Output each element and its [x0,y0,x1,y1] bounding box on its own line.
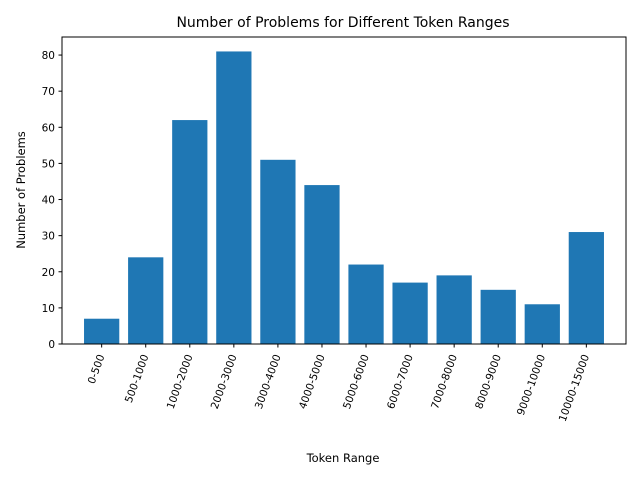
x-tick-label: 0-500 [86,353,108,386]
y-tick-label: 50 [42,158,55,170]
chart-title: Number of Problems for Different Token R… [176,15,509,31]
x-axis-label: Token Range [306,451,380,465]
plot-frame [61,36,627,345]
bar-8000-9000 [480,289,516,344]
bar-7000-8000 [436,275,472,344]
bar-0-500 [84,318,120,344]
x-axis: 0-500 500-1000 1000-2000 2000-3000 3000-4000… [86,344,592,423]
x-tick-label: 5000-6000 [341,353,372,411]
x-tick-label: 500-1000 [123,353,152,405]
x-tick-label: 9000-10000 [515,353,548,417]
x-tick-label: 2000-3000 [209,353,240,411]
y-axis: 0 10 20 30 40 50 60 70 80 [42,50,62,351]
x-tick-label: 10000-15000 [557,353,592,423]
y-tick-label: 10 [42,303,55,315]
bar-10000-15000 [568,232,604,344]
bar-6000-7000 [392,282,428,344]
bar-4000-5000 [304,185,340,344]
y-tick-label: 30 [42,231,55,243]
plot-area [84,51,604,344]
bar-500-1000 [128,257,164,344]
x-tick-label: 7000-8000 [429,353,460,411]
x-tick-label: 3000-4000 [253,353,284,411]
y-tick-label: 80 [42,50,55,62]
x-tick-label: 6000-7000 [385,353,416,411]
x-tick-label: 8000-9000 [473,353,504,411]
y-tick-label: 40 [42,195,55,207]
y-tick-label: 70 [42,86,55,98]
x-tick-label: 4000-5000 [297,353,328,411]
y-tick-label: 0 [48,339,55,351]
y-tick-label: 60 [42,122,55,134]
bar-5000-6000 [348,264,384,344]
bar-3000-4000 [260,159,296,344]
x-tick-label: 1000-2000 [165,353,196,411]
bar-1000-2000 [172,120,208,344]
bar-2000-3000 [216,51,252,344]
y-tick-label: 20 [42,267,55,279]
bar-9000-10000 [524,304,560,344]
y-axis-label: Number of Problems [14,131,28,249]
